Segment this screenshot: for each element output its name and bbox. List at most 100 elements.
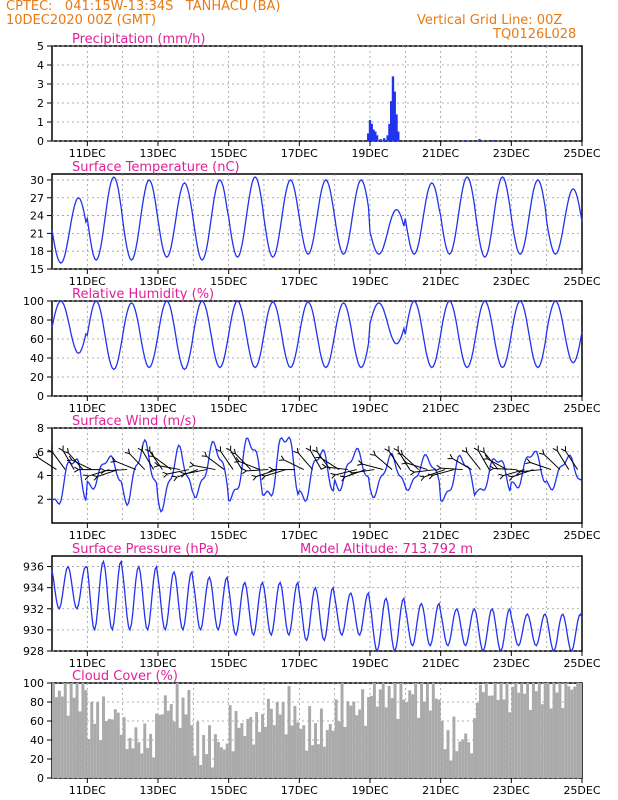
cloud-bar	[57, 690, 61, 778]
wind-arrow	[167, 469, 190, 475]
x-tick-label: 15DEC	[210, 402, 247, 415]
cloud-bar	[399, 683, 403, 778]
cloud-bar	[505, 683, 509, 778]
wind-arrow-head	[188, 461, 195, 468]
wind-arrow-head	[293, 447, 299, 454]
wind-arrow-head	[393, 445, 399, 452]
cloud-bar	[93, 723, 97, 778]
x-tick-label: 21DEC	[422, 402, 459, 415]
wind-arrow	[556, 450, 570, 470]
cloud-bar	[411, 694, 415, 778]
cloud-bar	[311, 745, 315, 778]
cloud-bar	[481, 692, 485, 778]
cloud-bar	[140, 753, 144, 778]
cloud-bar	[102, 696, 105, 778]
cloud-bar	[299, 728, 303, 778]
wind-arrow-head	[180, 471, 186, 478]
cloud-bar	[502, 699, 506, 778]
wind-arrow	[477, 450, 490, 470]
cloud-bar	[478, 684, 482, 778]
wind-arrow	[105, 469, 128, 472]
cloud-bar	[234, 710, 238, 778]
cloud-bar	[222, 749, 226, 778]
cloud-bar	[287, 686, 291, 778]
cloud-bar	[452, 716, 456, 778]
series-line	[51, 300, 583, 371]
cloud-bar	[352, 701, 356, 778]
cloud-bar	[508, 712, 512, 778]
y-tick-label: 4	[37, 59, 44, 72]
x-tick-label: 25DEC	[563, 402, 600, 415]
wind-arrow-head	[419, 475, 425, 482]
precip-bar	[397, 131, 400, 141]
wind-arrow-head	[110, 457, 116, 463]
wind-arrow	[230, 450, 243, 470]
wind-arrow	[335, 469, 357, 476]
wind-arrow-head	[515, 469, 521, 476]
x-tick-label: 23DEC	[493, 784, 530, 797]
cloud-bar	[66, 715, 70, 778]
y-tick-label: 0	[37, 135, 44, 148]
wind-arrow-head	[215, 446, 222, 452]
wind-arrow	[129, 453, 146, 470]
wind-arrow-head	[148, 451, 155, 457]
x-tick-label: 21DEC	[422, 275, 459, 288]
cloud-bar	[193, 755, 197, 778]
cloud-bar	[149, 733, 153, 778]
cloud-bar	[431, 683, 435, 778]
cloud-bar	[340, 683, 344, 778]
cloud-bar	[269, 708, 273, 778]
cloud-bar	[243, 735, 247, 778]
y-tick-label: 932	[23, 603, 44, 616]
cloud-bar	[493, 683, 497, 778]
wind-arrow	[206, 455, 225, 470]
x-tick-label: 21DEC	[422, 657, 459, 670]
wind-arrow-head	[241, 468, 247, 475]
y-tick-label: 4	[37, 470, 44, 483]
precip-bar	[374, 131, 377, 141]
wind-arrow-head	[47, 446, 53, 453]
y-tick-label: 0	[37, 772, 44, 785]
precip-bar	[478, 139, 481, 141]
cloud-bar	[467, 742, 471, 778]
cloud-bar	[573, 686, 577, 778]
wind-arrow-head	[357, 460, 363, 466]
cloud-bar	[484, 683, 488, 778]
cloud-bar	[555, 692, 559, 778]
cloud-bar	[487, 695, 491, 778]
wind-arrow	[149, 451, 163, 470]
wind-arrow-head	[153, 461, 159, 468]
cloud-bar	[537, 683, 541, 778]
wind-arrow-head	[251, 474, 257, 481]
cloud-bar	[402, 699, 406, 778]
x-tick-label: 11DEC	[69, 657, 106, 670]
cloud-bar	[225, 743, 229, 778]
x-tick-label: 21DEC	[422, 784, 459, 797]
wind-arrow-head	[427, 473, 434, 480]
cloud-bar	[461, 739, 465, 778]
wind-arrow-head	[145, 446, 151, 452]
cloud-bar	[405, 702, 409, 778]
x-tick-label: 23DEC	[493, 147, 530, 160]
cloud-bar	[110, 719, 114, 778]
y-tick-label: 21	[30, 227, 44, 240]
cloud-bar	[69, 683, 73, 778]
cloud-bar	[231, 751, 235, 778]
x-tick-label: 13DEC	[139, 147, 176, 160]
wind-arrow	[297, 452, 313, 470]
cloud-bar	[440, 720, 444, 778]
x-tick-label: 11DEC	[69, 784, 106, 797]
wind-arrow-head	[370, 450, 376, 456]
cloud-bar	[119, 734, 123, 778]
wind-arrow-head	[339, 475, 346, 482]
wind-arrow-head	[473, 445, 479, 451]
x-tick-label: 25DEC	[563, 275, 600, 288]
cloud-bar	[408, 690, 412, 778]
cloud-bar	[425, 683, 429, 778]
cloud-bar	[390, 698, 394, 778]
precip-bar	[379, 139, 382, 141]
wind-arrow	[452, 458, 472, 470]
wind-arrow	[543, 454, 561, 470]
wind-arrow-head	[436, 464, 442, 471]
wind-arrow	[493, 467, 516, 471]
